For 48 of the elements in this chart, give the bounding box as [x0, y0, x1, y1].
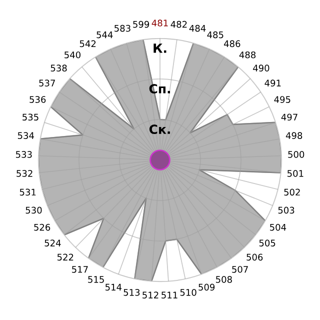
spoke-label: 504: [270, 224, 286, 231]
spoke-label: 481: [152, 20, 168, 26]
spoke-label: 505: [259, 240, 276, 246]
spoke-label: 583: [114, 24, 130, 32]
spoke-label: 488: [239, 51, 256, 58]
spoke-label: 508: [216, 276, 232, 283]
spoke-label: 485: [207, 31, 224, 38]
y-tick-label: Ск.: [149, 124, 170, 134]
spoke-label: 511: [162, 292, 178, 298]
spoke-label: 540: [64, 51, 80, 58]
spoke-label: 534: [18, 132, 34, 139]
spoke-label: 537: [39, 80, 55, 86]
spoke-label: 506: [246, 254, 263, 261]
spoke-label: 495: [274, 96, 290, 103]
spoke-label: 500: [288, 151, 304, 158]
spoke-label: 484: [189, 24, 206, 32]
spoke-label: 510: [180, 289, 196, 296]
spoke-label: 512: [142, 292, 158, 298]
spoke-label: 507: [232, 266, 248, 273]
spoke-label: 513: [124, 289, 140, 296]
y-tick-label: К.: [154, 44, 166, 53]
spoke-label: 509: [198, 284, 215, 291]
spoke-label: 524: [44, 240, 61, 246]
spoke-label: 502: [284, 188, 300, 196]
spoke-label: 497: [281, 114, 298, 121]
spoke-label: 486: [224, 40, 240, 48]
spoke-label: 514: [106, 284, 122, 291]
spoke-label: 503: [278, 206, 294, 214]
spoke-label: 544: [96, 32, 113, 38]
spoke-label: 531: [20, 188, 36, 196]
spoke-label: 490: [253, 64, 270, 72]
spoke-label: 522: [57, 254, 74, 261]
spoke-label: 535: [22, 114, 38, 121]
spoke-label: 482: [170, 20, 187, 28]
spoke-label: 532: [16, 170, 32, 177]
spoke-label: 491: [264, 80, 281, 86]
spoke-label: 498: [286, 132, 302, 139]
spoke-label: 533: [16, 151, 32, 158]
spoke-label: 501: [288, 170, 304, 177]
spoke-label: 517: [72, 266, 88, 273]
spoke-label: 542: [80, 40, 96, 48]
y-tick-label: Сп.: [149, 84, 170, 94]
spoke-label: 599: [133, 20, 150, 28]
spoke-label: 530: [26, 206, 42, 214]
spoke-label: 536: [30, 96, 46, 103]
spoke-label: 538: [50, 64, 67, 72]
spoke-label: 515: [88, 276, 104, 283]
spoke-label: 526: [34, 224, 50, 231]
